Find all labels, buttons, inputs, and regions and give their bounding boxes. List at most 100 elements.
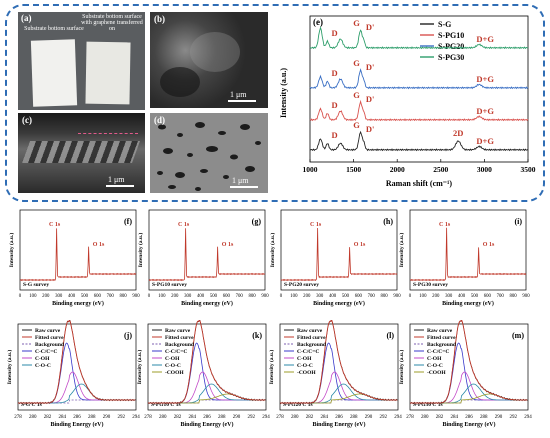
peak-label: D+G — [476, 34, 494, 44]
pore-pattern — [157, 122, 261, 191]
legend-entry: C-O-C — [165, 363, 181, 369]
x-tick-label: 290 — [365, 415, 373, 420]
legend-entry: -COOH — [427, 370, 446, 376]
legend-entry: Raw curve — [427, 328, 453, 334]
y-axis-label: Intensity (a.u.) — [6, 350, 13, 385]
background-line — [280, 399, 398, 404]
panel-label: (l) — [386, 331, 394, 340]
x-tick-label: 900 — [132, 294, 140, 299]
x-tick-label: 294 — [132, 415, 140, 420]
x-tick-label: 400 — [68, 294, 76, 299]
legend-entry: C-OH — [35, 356, 50, 362]
legend-entry: C-O-C — [35, 363, 51, 369]
plot-frame — [409, 209, 527, 291]
x-axis-label: Binding Energy (eV) — [180, 421, 233, 428]
legend-entry: Background — [35, 342, 64, 348]
peak-label: C 1s — [310, 222, 322, 228]
x-tick-label: 600 — [223, 294, 231, 299]
y-axis-label: Intensity (a.u.) — [136, 350, 143, 385]
legend-entry: C-C/C=C — [297, 349, 319, 355]
plot-frame — [409, 323, 529, 411]
fitted-line — [148, 320, 266, 404]
legend-entry: C-O-C — [427, 363, 443, 369]
peak-label: G — [353, 18, 360, 28]
x-tick-label: 900 — [261, 294, 269, 299]
survey-line — [19, 228, 137, 282]
y-axis-label: Intensity (a.u.) — [279, 68, 288, 118]
legend-entry: S-PG10 — [438, 31, 464, 40]
series-line-S-PG10 — [309, 99, 529, 122]
x-tick-label: 288 — [218, 415, 226, 420]
x-tick-label: 200 — [171, 294, 179, 299]
x-tick-label: 282 — [306, 415, 314, 420]
x-tick-label: 280 — [291, 415, 299, 420]
x-tick-label: 100 — [290, 294, 298, 299]
spectrum-name: S-PG10 C 1s — [151, 402, 181, 408]
x-tick-label: 290 — [233, 415, 241, 420]
x-tick-label: 800 — [249, 294, 257, 299]
panel-label: (a) — [21, 13, 32, 23]
legend-entry: Raw curve — [165, 328, 191, 334]
peak-label: D' — [366, 94, 375, 104]
substrate-sample-left — [30, 39, 78, 107]
x-tick-label: 0 — [409, 294, 412, 299]
y-axis-label: Intensity (a.u.) — [8, 233, 15, 268]
peak-label: G — [353, 120, 360, 130]
x-tick-label: 278 — [276, 415, 284, 420]
plot-frame — [148, 209, 266, 291]
legend-entry: -COOH — [165, 370, 184, 376]
fitted-line — [280, 320, 398, 404]
x-tick-label: 400 — [458, 294, 466, 299]
x-axis-label: Binding energy (eV) — [313, 300, 365, 307]
x-tick-label: 278 — [14, 415, 22, 420]
spectrum-name: S-PG20 C 1s — [283, 402, 313, 408]
fitted-line — [18, 320, 136, 404]
x-tick-label: 2500 — [433, 165, 448, 174]
y-axis-label: Intensity (a.u.) — [269, 233, 276, 268]
peak-label: C 1s — [439, 222, 451, 228]
x-tick-label: 280 — [29, 415, 37, 420]
x-tick-label: 278 — [406, 415, 414, 420]
legend-entry: Background — [297, 342, 326, 348]
peak-label: D+G — [476, 74, 494, 84]
y-axis-label: Intensity (a.u.) — [137, 233, 144, 268]
panel-label: (g) — [252, 217, 262, 226]
peak-label: D — [331, 68, 337, 78]
x-tick-label: 288 — [350, 415, 358, 420]
raman-chart: Intensity (a.u.) Raman shift (cm⁻¹) 1000 15… — [279, 15, 536, 188]
x-tick-label: 282 — [436, 415, 444, 420]
x-tick-label: 290 — [495, 415, 503, 420]
panel-b-sem: (b) 1 μm — [150, 12, 268, 108]
x-tick-label: 800 — [510, 294, 518, 299]
y-axis-label: Intensity (a.u.) — [398, 233, 405, 268]
x-axis-label: Binding Energy (eV) — [50, 421, 103, 428]
x-tick-label: 500 — [471, 294, 479, 299]
panel-a-photo: (a) Substrate bottom surface Substrate b… — [18, 12, 145, 110]
peak-label: O 1s — [93, 242, 105, 248]
x-tick-label: 286 — [335, 415, 343, 420]
panel-label: (j) — [124, 331, 132, 340]
legend-entry: C-C/C=C — [35, 349, 57, 355]
x-tick-label: 100 — [419, 294, 427, 299]
x-tick-label: 1500 — [346, 165, 361, 174]
x-tick-label: 278 — [144, 415, 152, 420]
x-tick-label: 100 — [158, 294, 166, 299]
x-tick-label: 300 — [316, 294, 324, 299]
x-tick-label: 1000 — [303, 165, 318, 174]
x-tick-label: 288 — [88, 415, 96, 420]
x-tick-label: 700 — [368, 294, 376, 299]
series-line-S-PG20 — [309, 68, 529, 90]
survey-line — [280, 227, 398, 282]
plot-frame — [309, 15, 529, 163]
panel-label: (c) — [22, 115, 32, 125]
legend-entry: Fitted curve — [165, 335, 194, 341]
peak-label: C 1s — [178, 222, 190, 228]
x-tick-label: 500 — [81, 294, 89, 299]
caption-right: Substrate bottom surface with graphene t… — [81, 14, 143, 32]
legend-entry: C-C/C=C — [165, 349, 187, 355]
x-tick-label: 900 — [522, 294, 530, 299]
legend-entry: Raw curve — [297, 328, 323, 334]
x-tick-label: 292 — [380, 415, 388, 420]
x-tick-label: 800 — [120, 294, 128, 299]
x-tick-label: 286 — [203, 415, 211, 420]
